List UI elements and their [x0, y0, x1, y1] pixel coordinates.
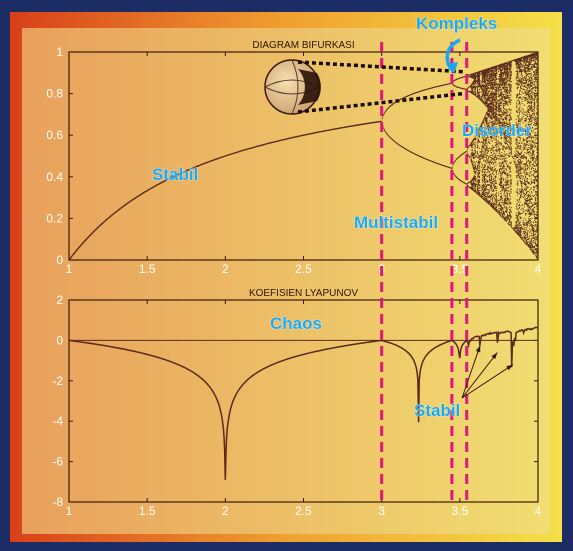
lyapunov-xtick-label: 2.5 — [295, 504, 312, 518]
annotation-label: Stabil — [414, 401, 460, 420]
annotation-label: Chaos — [270, 314, 322, 333]
bifurcation-stable-branch — [68, 120, 382, 261]
lyapunov-curve — [69, 326, 538, 480]
bifurcation-ytick-label: 0.6 — [46, 128, 63, 142]
lyapunov-title: KOEFISIEN LYAPUNOV — [249, 288, 358, 299]
annotation-label: Disorder — [462, 121, 532, 140]
lyapunov-ytick-label: 0 — [56, 333, 63, 347]
stabil-pointer-arrow — [461, 345, 481, 399]
stabil-pointer-arrow — [461, 364, 514, 399]
annotation-label: Stabil — [152, 165, 198, 184]
bifurcation-xtick-label: 1 — [66, 262, 73, 276]
bifurcation-xtick-label: 3.5 — [451, 262, 468, 276]
bifurcation-ytick-label: 0.4 — [46, 170, 63, 184]
lyapunov-xtick-label: 4 — [535, 504, 542, 518]
bifurcation-xtick-label: 4 — [535, 262, 542, 276]
lyapunov-ytick-label: -8 — [52, 495, 63, 509]
lyapunov-xtick-label: 1.5 — [139, 504, 156, 518]
annotation-layer: Stabil Multistabil Kompleks Disorder Chaos St… — [152, 14, 533, 502]
bifurcation-xtick-label: 2 — [222, 262, 229, 276]
lyapunov-xtick-label: 3 — [378, 504, 385, 518]
lyapunov-chart: KOEFISIEN LYAPUNOV 1 1.5 2 2.5 3 3.5 4 -8 -6 -4 -2 0… — [52, 288, 541, 518]
lyapunov-ytick-label: 2 — [56, 293, 63, 307]
bifurcation-ytick-label: 0 — [56, 253, 63, 267]
stabil-arrowhead-icon — [491, 352, 498, 360]
lyapunov-ytick-label: -2 — [52, 374, 63, 388]
kompleks-arrowhead-icon — [446, 62, 458, 74]
annotation-label: Multistabil — [354, 213, 438, 232]
lyapunov-ytick-label: -6 — [52, 455, 63, 469]
bifurcation-ytick-label: 1 — [56, 45, 63, 59]
lyapunov-xtick-label: 2 — [222, 504, 229, 518]
bifurcation-xtick-label: 2.5 — [295, 262, 312, 276]
bifurcation-xtick-label: 1.5 — [139, 262, 156, 276]
lyapunov-xtick-label: 1 — [66, 504, 73, 518]
globe-dark-side — [298, 69, 321, 105]
bifurcation-ytick-label: 0.8 — [46, 87, 63, 101]
bifurcation-title: DIAGRAM BIFURKASI — [252, 40, 354, 51]
globe-meridian — [291, 59, 299, 115]
lyapunov-ytick-label: -4 — [52, 414, 63, 428]
bifurcation-ytick-label: 0.2 — [46, 211, 63, 225]
stabil-arrowhead-icon — [506, 364, 513, 371]
lyapunov-xtick-label: 3.5 — [451, 504, 468, 518]
stabil-pointer-arrow — [461, 352, 498, 399]
stabil-arrowhead-icon — [475, 345, 481, 353]
annotation-label: Kompleks — [416, 14, 497, 33]
